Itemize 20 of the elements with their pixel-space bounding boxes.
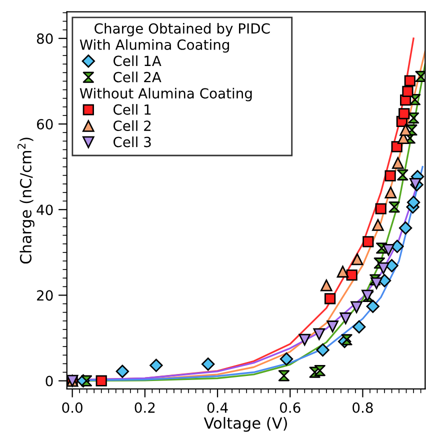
legend-label: Cell 1 xyxy=(113,104,151,115)
annotation: With Alumina Coating xyxy=(80,39,229,53)
y-tick-label: 80 xyxy=(36,33,53,44)
x-tick-label: 0.6 xyxy=(280,402,300,413)
legend-label: Cell 1A xyxy=(113,55,162,66)
legend-label: Cell 3 xyxy=(113,136,151,148)
y-tick-label: 40 xyxy=(36,204,53,216)
legend-title: Charge Obtained by PIDC xyxy=(94,22,270,36)
y-tick-label: 20 xyxy=(37,290,53,301)
y-axis-title: Charge (nC/cm$^{2}$) xyxy=(18,138,34,264)
y-tick-label: 60 xyxy=(36,118,53,130)
legend-label: Cell 2 xyxy=(113,120,151,132)
x-tick-label: 0.0 xyxy=(62,402,82,413)
legend-label: Cell 2A xyxy=(113,72,162,82)
x-axis-title: Voltage (V) xyxy=(204,416,287,432)
y-tick-label: 0 xyxy=(46,376,53,386)
x-tick-label: 0.4 xyxy=(207,402,228,413)
x-tick-label: 0.2 xyxy=(134,402,155,413)
x-tick-label: 0.8 xyxy=(352,402,373,413)
annotation: Without Alumina Coating xyxy=(80,88,252,102)
